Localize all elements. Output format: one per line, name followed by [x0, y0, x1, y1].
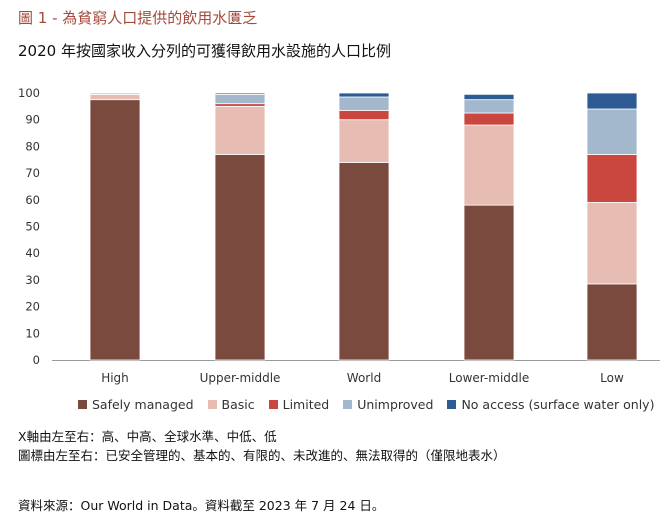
- legend-item-safely-managed: Safely managed: [78, 397, 194, 412]
- bar-segment-safely-managed: [214, 154, 266, 361]
- y-tick-label: 20: [25, 300, 40, 314]
- bar-segment-safely-managed: [463, 204, 515, 361]
- bar-segment-no-access-surface-water-only: [338, 92, 390, 98]
- x-tick-label: Lower-middle: [449, 371, 529, 385]
- legend-swatch-basic: [207, 400, 217, 409]
- bar-segment-basic: [338, 119, 390, 163]
- bar-segment-basic: [586, 202, 638, 285]
- bar-segment-unimproved: [463, 99, 515, 114]
- bar-segment-limited: [338, 109, 390, 121]
- legend-swatch-limited: [268, 400, 278, 409]
- bar-segment-unimproved: [338, 96, 390, 111]
- bar-segment-limited: [586, 154, 638, 203]
- legend-label-basic: Basic: [221, 397, 255, 412]
- legend-swatch-no-access: [447, 400, 457, 409]
- bar-segment-unimproved: [214, 93, 266, 105]
- stacked-bar-chart: 0 10 20 30 40 50 60 70 80 90 100 High Upper-middle Wo…: [18, 86, 660, 385]
- bar-segment-unimproved: [586, 108, 638, 155]
- legend-label-unimproved: Unimproved: [357, 397, 434, 412]
- y-tick-label: 60: [25, 193, 40, 207]
- legend-label-safely-managed: Safely managed: [92, 397, 194, 412]
- bar-segment-no-access-surface-water-only: [463, 93, 515, 101]
- y-tick-label: 0: [33, 353, 40, 367]
- bar-segment-safely-managed: [338, 162, 390, 361]
- note-x-axis-translation: X軸由左至右：高、中高、全球水準、中低、低: [18, 429, 277, 444]
- x-tick-label: World: [347, 371, 381, 385]
- legend-label-limited: Limited: [282, 397, 330, 412]
- legend-item-unimproved: Unimproved: [343, 397, 433, 412]
- legend-swatch-safely-managed: [78, 400, 87, 409]
- x-tick-label: Upper-middle: [200, 371, 281, 385]
- y-tick-label: 10: [25, 326, 40, 340]
- bar-segment-safely-managed: [586, 283, 638, 361]
- legend-swatch-unimproved: [343, 400, 353, 409]
- y-tick-label: 30: [25, 273, 40, 287]
- legend-item-no-access: No access (surface water only): [447, 397, 654, 412]
- legend-item-basic: Basic: [207, 397, 255, 412]
- y-tick-label: 40: [25, 246, 40, 260]
- x-tick-label: Low: [600, 371, 624, 385]
- bar-segment-basic: [89, 93, 141, 101]
- y-tick-label: 100: [18, 86, 40, 100]
- note-legend-translation: 圖標由左至右：已安全管理的、基本的、有限的、未改進的、無法取得的（僅限地表水）: [18, 448, 506, 463]
- x-tick-label: High: [101, 371, 129, 385]
- y-tick-label: 70: [25, 166, 40, 180]
- bar-segment-no-access-surface-water-only: [214, 92, 266, 95]
- figure-title: 圖 1 - 為貧窮人口提供的飲用水匱乏: [18, 9, 258, 27]
- bar-segment-no-access-surface-water-only: [586, 92, 638, 110]
- legend: Safely managed Basic Limited Unimproved …: [78, 397, 666, 412]
- bar-segment-unimproved: [89, 92, 141, 95]
- legend-item-limited: Limited: [268, 397, 330, 412]
- bar-segment-basic: [463, 124, 515, 206]
- y-tick-label: 90: [25, 113, 40, 127]
- bar-segment-safely-managed: [89, 99, 141, 361]
- bar-segment-limited: [463, 112, 515, 126]
- bar-segment-basic: [214, 105, 266, 155]
- legend-label-no-access: No access (surface water only): [461, 397, 655, 412]
- y-tick-label: 80: [25, 139, 40, 153]
- source-note: 資料來源：Our World in Data。資料截至 2023 年 7 月 2…: [18, 498, 385, 513]
- y-tick-label: 50: [25, 220, 40, 234]
- bar-segment-limited: [214, 103, 266, 107]
- chart-title: 2020 年按國家收入分列的可獲得飲用水設施的人口比例: [18, 42, 391, 60]
